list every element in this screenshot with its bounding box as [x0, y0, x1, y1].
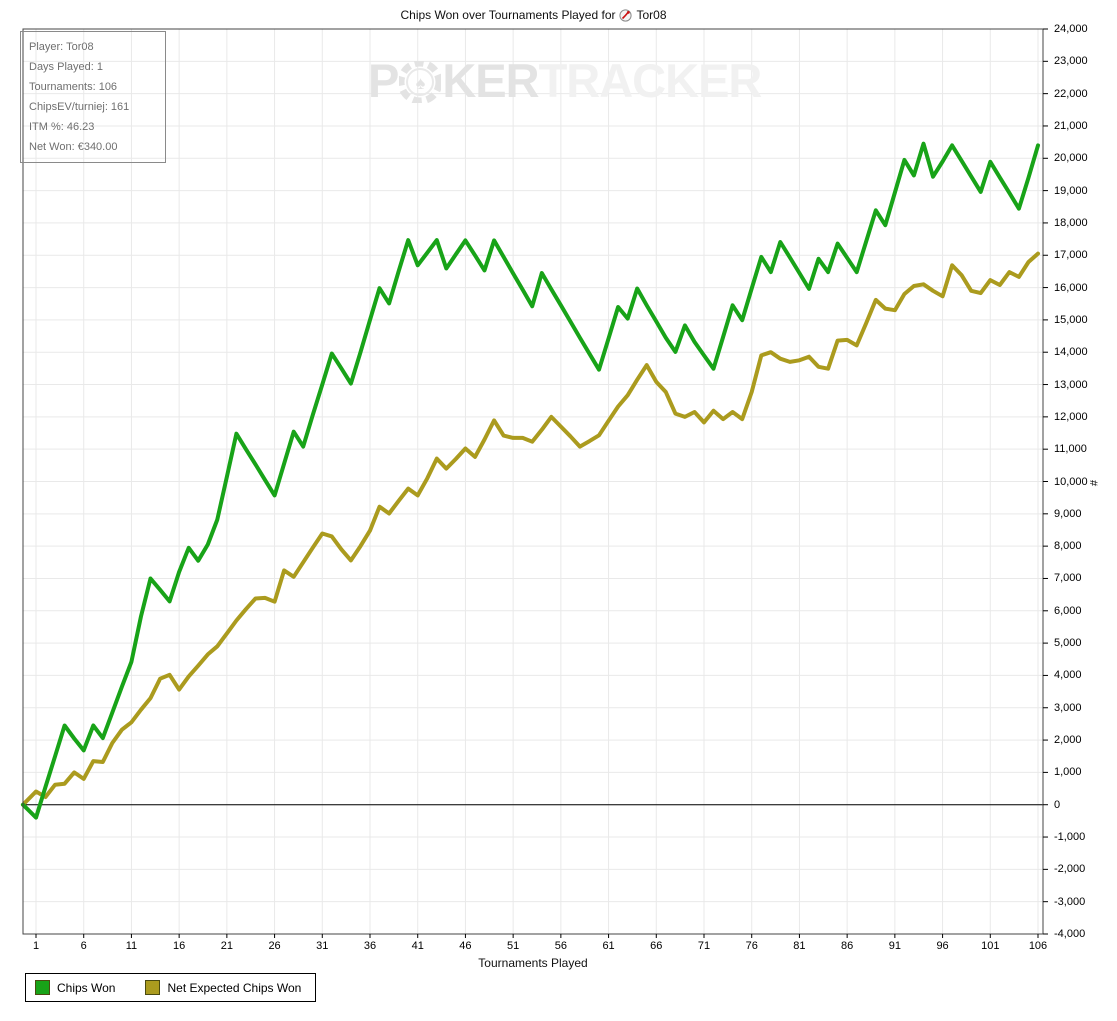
info-line-networn: Net Won: €340.00 — [29, 141, 118, 153]
y-tick-label: 18,000 — [1054, 216, 1088, 229]
y-tick-label: -2,000 — [1054, 863, 1086, 876]
y-tick-label: 4,000 — [1054, 669, 1082, 682]
y-tick-label: 23,000 — [1054, 55, 1088, 68]
watermark-text: P — [368, 53, 399, 107]
y-tick-label: 24,000 — [1054, 23, 1088, 35]
legend-label: Net Expected Chips Won — [167, 980, 302, 995]
info-line-tournaments: Tournaments: 106 — [29, 81, 118, 93]
x-tick-label: 96 — [936, 940, 949, 952]
x-tick-label: 51 — [507, 940, 520, 952]
poker-chip-icon: ♠ — [397, 59, 443, 105]
legend-item-chips-won: Chips Won — [35, 980, 115, 995]
x-tick-label: 36 — [363, 940, 377, 952]
x-tick-label: 11 — [125, 940, 138, 952]
info-line-itm: ITM %: 46.23 — [29, 121, 95, 133]
y-tick-label: 21,000 — [1054, 119, 1088, 132]
x-tick-label: 26 — [268, 940, 281, 952]
x-tick-label: 61 — [602, 940, 615, 952]
y-tick-label: 0 — [1054, 798, 1061, 811]
svg-text:♠: ♠ — [416, 73, 426, 93]
x-axis-title: Tournaments Played — [478, 956, 588, 970]
chart-title-text: Chips Won over Tournaments Played for — [400, 8, 616, 22]
net-expected-swatch — [145, 980, 161, 995]
x-tick-label: 1 — [32, 940, 40, 952]
y-tick-label: 16,000 — [1054, 281, 1088, 294]
watermark-text: KER — [442, 53, 539, 107]
x-tick-label: 101 — [981, 940, 1000, 952]
y-tick-label: 10,000 — [1054, 475, 1088, 488]
info-line-chipsev: ChipsEV/turniej: 161 — [29, 101, 130, 113]
x-tick-label: 81 — [793, 940, 806, 952]
y-tick-label: 11,000 — [1054, 443, 1087, 456]
y-tick-label: 12,000 — [1054, 410, 1088, 423]
y-tick-label: 19,000 — [1054, 184, 1088, 197]
y-tick-label: 20,000 — [1054, 152, 1088, 165]
x-tick-label: 91 — [888, 940, 901, 952]
x-tick-label: 86 — [841, 940, 854, 952]
legend-label: Chips Won — [57, 980, 116, 995]
y-tick-label: 6,000 — [1054, 604, 1082, 617]
info-line-player: Player: Tor08 — [29, 41, 94, 53]
chart-title: Chips Won over Tournaments Played for To… — [0, 8, 1067, 22]
watermark-text: TRACKER — [538, 53, 763, 107]
y-tick-label: 17,000 — [1054, 249, 1088, 262]
x-tick-label: 21 — [220, 940, 233, 952]
x-tick-label: 46 — [459, 940, 472, 952]
x-tick-label: 6 — [80, 940, 87, 952]
info-line-days: Days Played: 1 — [29, 61, 103, 73]
y-tick-label: 8,000 — [1054, 540, 1082, 553]
y-tick-label: 22,000 — [1054, 87, 1088, 100]
chips-won-swatch — [35, 980, 50, 995]
y-tick-label: 7,000 — [1054, 572, 1082, 585]
y-tick-label: 5,000 — [1054, 637, 1082, 650]
y-tick-label: -1,000 — [1054, 831, 1086, 844]
site-icon — [619, 8, 633, 22]
x-tick-label: 66 — [650, 940, 663, 952]
x-tick-label: 56 — [554, 940, 567, 952]
chart-title-player: Tor08 — [636, 8, 667, 22]
y-tick-label: 2,000 — [1054, 734, 1082, 747]
y-tick-label: 9,000 — [1054, 507, 1082, 520]
legend: Chips Won Net Expected Chips Won — [25, 973, 317, 1002]
x-tick-label: 106 — [1028, 940, 1048, 952]
y-tick-label: 15,000 — [1054, 313, 1088, 326]
legend-item-net-expected: Net Expected Chips Won — [145, 980, 301, 995]
y-tick-label: 13,000 — [1054, 378, 1088, 391]
stats-info-box: Player: Tor08 Days Played: 1 Tournaments… — [20, 31, 166, 163]
x-tick-label: 16 — [173, 940, 186, 952]
y-axis-title: # — [1087, 479, 1100, 487]
x-tick-label: 41 — [411, 940, 424, 952]
y-tick-label: 1,000 — [1054, 766, 1082, 779]
y-tick-label: 14,000 — [1054, 346, 1088, 359]
pokertracker-watermark: P ♠ KER TRACKER — [368, 50, 763, 110]
y-tick-label: 3,000 — [1054, 701, 1082, 714]
y-tick-label: -3,000 — [1054, 895, 1086, 908]
x-tick-label: 31 — [316, 940, 329, 952]
y-tick-label: -4,000 — [1054, 928, 1086, 940]
x-tick-label: 71 — [697, 940, 711, 952]
x-tick-label: 76 — [745, 940, 758, 952]
